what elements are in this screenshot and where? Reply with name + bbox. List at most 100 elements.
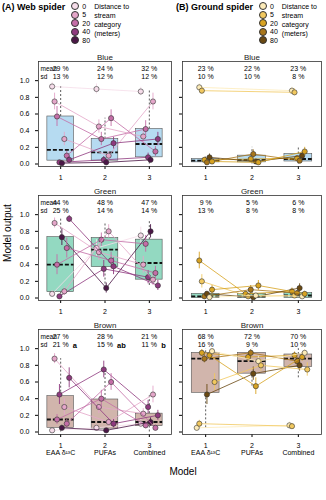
svg-text:1.0: 1.0 (20, 211, 30, 218)
svg-text:24 %: 24 % (97, 65, 113, 72)
svg-text:21 %: 21 % (53, 341, 69, 348)
svg-text:3: 3 (296, 308, 300, 315)
svg-text:0.4: 0.4 (20, 127, 30, 134)
svg-text:9 %: 9 % (200, 199, 212, 206)
svg-text:5 %: 5 % (246, 199, 258, 206)
svg-text:1: 1 (204, 174, 208, 181)
svg-text:47 %: 47 % (141, 199, 157, 206)
svg-text:48 %: 48 % (97, 199, 113, 206)
svg-text:15 %: 15 % (97, 341, 113, 348)
html-text:20: 20 (270, 19, 278, 27)
html-text:40: 40 (82, 28, 91, 36)
svg-text:3Combined: 3Combined (133, 442, 165, 456)
svg-text:6 %: 6 % (292, 199, 304, 206)
html-text:Model output: Model output (1, 204, 13, 262)
html-text:(A) Web spider: (A) Web spider (2, 2, 66, 12)
svg-text:12 %: 12 % (97, 73, 113, 80)
svg-text:8 %: 8 % (292, 207, 304, 214)
html-text:20: 20 (82, 19, 91, 27)
svg-text:ab: ab (117, 341, 126, 350)
svg-text:Green: Green (94, 187, 116, 196)
svg-text:1: 1 (204, 308, 208, 315)
svg-text:0.2: 0.2 (20, 144, 30, 151)
svg-text:68 %: 68 % (198, 333, 214, 340)
svg-text:0.8: 0.8 (20, 94, 30, 101)
svg-text:10 %: 10 % (290, 341, 306, 348)
svg-text:0.6: 0.6 (20, 110, 30, 117)
svg-text:23 %: 23 % (198, 65, 214, 72)
html-text:(B) Ground spider: (B) Ground spider (176, 2, 253, 12)
svg-text:sd: sd (41, 341, 48, 348)
html-text:Distance to stream category (m: Distance to stream category (meters) (94, 3, 130, 37)
svg-text:0.8: 0.8 (20, 362, 30, 369)
svg-text:32 %: 32 % (141, 65, 157, 72)
svg-text:3: 3 (296, 174, 300, 181)
svg-text:23 %: 23 % (290, 65, 306, 72)
html-text:Distance to stream category (m: Distance to stream category (meters) (281, 3, 317, 37)
svg-text:16 %: 16 % (198, 341, 214, 348)
svg-text:8 %: 8 % (292, 73, 304, 80)
svg-text:Blue: Blue (244, 53, 261, 62)
svg-text:13 %: 13 % (53, 73, 69, 80)
svg-text:14 %: 14 % (97, 207, 113, 214)
svg-text:2: 2 (103, 308, 107, 315)
svg-text:3Combined: 3Combined (282, 442, 314, 456)
svg-text:14 %: 14 % (141, 207, 157, 214)
svg-text:Blue: Blue (97, 53, 114, 62)
svg-text:sd: sd (41, 73, 48, 80)
svg-text:70 %: 70 % (290, 333, 306, 340)
svg-text:1: 1 (59, 174, 63, 181)
html-text:0: 0 (82, 2, 87, 10)
svg-text:mean: mean (41, 199, 58, 206)
svg-text:a: a (73, 341, 78, 350)
svg-text:mean: mean (41, 333, 58, 340)
svg-text:10 %: 10 % (198, 73, 214, 80)
svg-text:2: 2 (250, 174, 254, 181)
svg-text:Green: Green (241, 187, 263, 196)
svg-text:0.4: 0.4 (20, 395, 30, 402)
svg-text:27 %: 27 % (52, 333, 69, 341)
svg-text:Brown: Brown (94, 321, 117, 330)
svg-text:1: 1 (59, 308, 63, 315)
svg-text:11 %: 11 % (142, 341, 157, 348)
svg-text:1EAA δ¹³C: 1EAA δ¹³C (46, 442, 75, 456)
svg-text:25 %: 25 % (53, 207, 69, 214)
svg-text:8 %: 8 % (246, 207, 258, 214)
svg-text:0.6: 0.6 (20, 378, 30, 385)
html-text:80: 80 (82, 36, 91, 44)
svg-text:9 %: 9 % (246, 341, 258, 348)
html-text:40: 40 (270, 28, 278, 36)
svg-text:1EAA δ¹³C: 1EAA δ¹³C (191, 442, 220, 456)
svg-text:0.0: 0.0 (20, 160, 30, 167)
svg-text:2: 2 (103, 174, 107, 181)
svg-text:1.0: 1.0 (20, 77, 30, 84)
svg-text:0.6: 0.6 (20, 244, 30, 251)
svg-text:22 %: 22 % (244, 65, 260, 72)
svg-text:13 %: 13 % (198, 207, 214, 214)
svg-text:0.8: 0.8 (20, 228, 30, 235)
svg-text:28 %: 28 % (97, 333, 113, 340)
svg-text:0.2: 0.2 (20, 278, 30, 285)
svg-text:b: b (161, 341, 166, 350)
svg-text:3: 3 (147, 174, 151, 181)
svg-text:2PUFAs: 2PUFAs (241, 442, 263, 456)
svg-text:0.4: 0.4 (20, 261, 30, 268)
svg-text:2: 2 (250, 308, 254, 315)
svg-text:72 %: 72 % (244, 333, 260, 340)
svg-text:29 %: 29 % (52, 65, 69, 73)
svg-text:Brown: Brown (241, 321, 264, 330)
svg-text:mean: mean (41, 65, 58, 72)
svg-text:0.0: 0.0 (20, 428, 30, 435)
html-text:Model: Model (169, 466, 197, 477)
svg-text:2PUFAs: 2PUFAs (94, 442, 116, 456)
svg-text:1.0: 1.0 (20, 345, 30, 352)
svg-text:21 %: 21 % (141, 333, 157, 340)
svg-text:12 %: 12 % (141, 73, 157, 80)
svg-text:10 %: 10 % (244, 73, 260, 80)
svg-text:sd: sd (41, 207, 48, 214)
svg-text:0.0: 0.0 (20, 294, 30, 301)
svg-text:3: 3 (147, 308, 151, 315)
svg-text:44 %: 44 % (52, 199, 69, 207)
html-text:80: 80 (270, 36, 278, 44)
svg-text:0.2: 0.2 (20, 412, 30, 419)
